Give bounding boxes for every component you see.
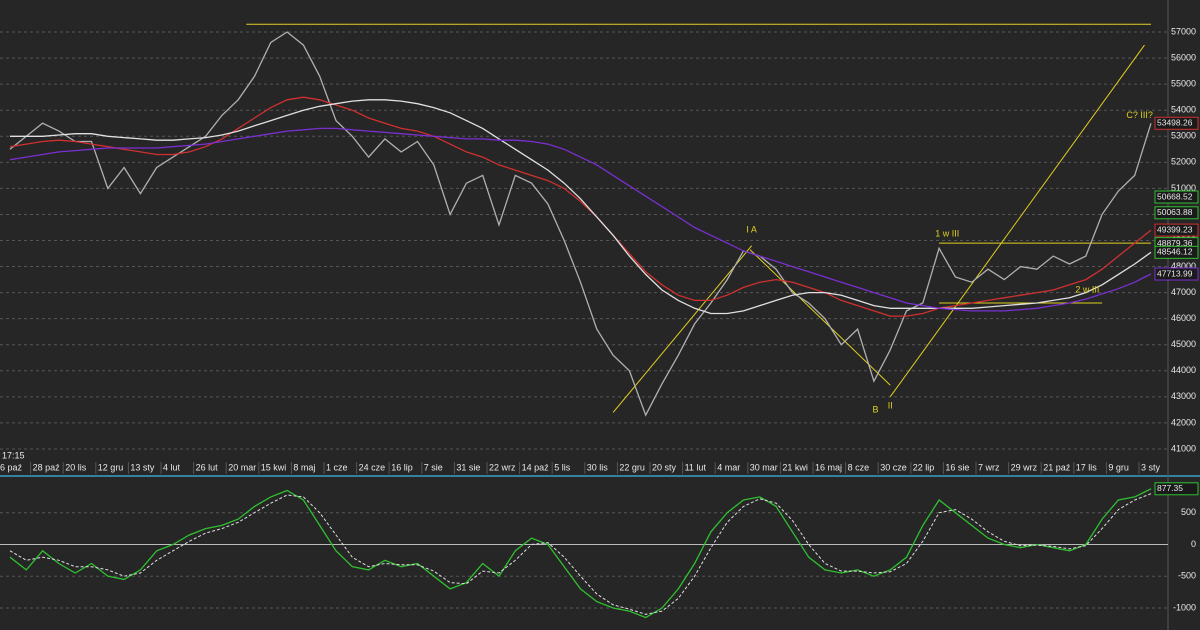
price-tag (1154, 245, 1199, 259)
x-tick-label: 22 gru (619, 462, 645, 472)
x-tick-label: 29 wrz (1011, 462, 1038, 472)
x-tick-label: 30 lis (587, 462, 609, 472)
y-tick-label: 54000 (1171, 105, 1196, 115)
x-tick-label: 3 sty (1141, 462, 1161, 472)
x-tick-label: 20 sty (652, 462, 677, 472)
series-line (9, 127, 1152, 312)
x-tick-label: 17 lis (1076, 462, 1098, 472)
annotation: C? III? (1126, 110, 1153, 120)
x-tick-label: 12 gru (98, 462, 124, 472)
x-tick-label: 22 lip (913, 462, 935, 472)
trend-line (612, 245, 753, 413)
x-tick-label: 9 gru (1108, 462, 1129, 472)
y-tick-label: 51000 (1171, 183, 1196, 193)
x-tick-label: 8 cze (848, 462, 870, 472)
annotation: 2 w III (1075, 284, 1099, 294)
x-tick-label: 6 paź (0, 462, 23, 472)
y-tick-label: 47000 (1171, 287, 1196, 297)
x-tick-label: 21 paź (1043, 462, 1071, 472)
x-tick-label: 30 mar (750, 462, 778, 472)
annotation: I A (746, 224, 757, 234)
x-tick-label: 7 sie (424, 462, 443, 472)
x-tick-label: 21 kwi (782, 462, 808, 472)
y-tick-label: -500 (1178, 571, 1196, 581)
x-tick-label: 13 sty (130, 462, 155, 472)
x-tick-label: 16 lip (391, 462, 413, 472)
y-tick-label: 0 (1191, 539, 1196, 549)
y-tick-label: 46000 (1171, 313, 1196, 323)
y-tick-label: 57000 (1171, 26, 1196, 36)
x-tick-label: 16 maj (815, 462, 842, 472)
series-line (9, 31, 1152, 417)
y-tick-label: 56000 (1171, 52, 1196, 62)
series-line (9, 96, 1152, 317)
x-tick-label: 24 cze (359, 462, 386, 472)
x-tick-label: 8 maj (293, 462, 315, 472)
series-line (9, 493, 1152, 615)
x-tick-label: 4 lut (163, 462, 181, 472)
price-tag-label: 47713.99 (1157, 268, 1193, 278)
y-tick-label: 43000 (1171, 391, 1196, 401)
x-tick-label: 1 cze (326, 462, 348, 472)
annotation: II (888, 400, 893, 410)
x-tick-label: 11 lut (685, 462, 707, 472)
time-label: 17:15 (2, 450, 25, 460)
price-tag-label: 49399.23 (1157, 224, 1193, 234)
price-tag-label: 48546.12 (1157, 247, 1193, 257)
y-tick-label: 44000 (1171, 365, 1196, 375)
x-tick-label: 5 lis (554, 462, 571, 472)
price-tag-label: 50063.88 (1157, 207, 1193, 217)
x-tick-label: 4 mar (717, 462, 740, 472)
y-tick-label: 52000 (1171, 157, 1196, 167)
y-tick-label: -1000 (1173, 602, 1196, 612)
trend-line (889, 44, 1145, 398)
y-tick-label: 41000 (1171, 443, 1196, 453)
price-tag (1154, 190, 1199, 204)
x-tick-label: 16 sie (945, 462, 969, 472)
price-tag (1154, 267, 1199, 281)
x-tick-label: 26 lut (196, 462, 219, 472)
x-tick-label: 20 lis (65, 462, 87, 472)
price-tag (1154, 482, 1199, 496)
annotation: 1 w III (935, 228, 959, 238)
trend-line (749, 249, 891, 386)
y-tick-label: 45000 (1171, 339, 1196, 349)
annotation: B (873, 404, 879, 414)
y-tick-label: 48000 (1171, 261, 1196, 271)
series-line (9, 488, 1152, 619)
y-tick-label: 500 (1181, 507, 1196, 517)
y-tick-label: 55000 (1171, 79, 1196, 89)
price-tag-label: 53498.26 (1157, 118, 1193, 128)
series-line (10, 99, 1152, 315)
y-tick-label: 53000 (1171, 131, 1196, 141)
x-tick-label: 28 paź (33, 462, 61, 472)
x-tick-label: 7 wrz (978, 462, 1000, 472)
price-tag-label: 48879.36 (1157, 238, 1193, 248)
price-tag-label: 50668.52 (1157, 191, 1193, 201)
price-tag (1154, 223, 1199, 237)
y-tick-label: 42000 (1171, 417, 1196, 427)
price-tag (1154, 116, 1199, 130)
x-tick-label: 20 mar (228, 462, 256, 472)
x-tick-label: 31 sie (456, 462, 480, 472)
x-tick-label: 15 kwi (261, 462, 287, 472)
price-tag (1154, 206, 1199, 220)
x-tick-label: 22 wrz (489, 462, 516, 472)
x-tick-label: 14 paź (522, 462, 550, 472)
price-tag-label: 877.35 (1157, 483, 1183, 493)
x-tick-label: 30 cze (880, 462, 907, 472)
